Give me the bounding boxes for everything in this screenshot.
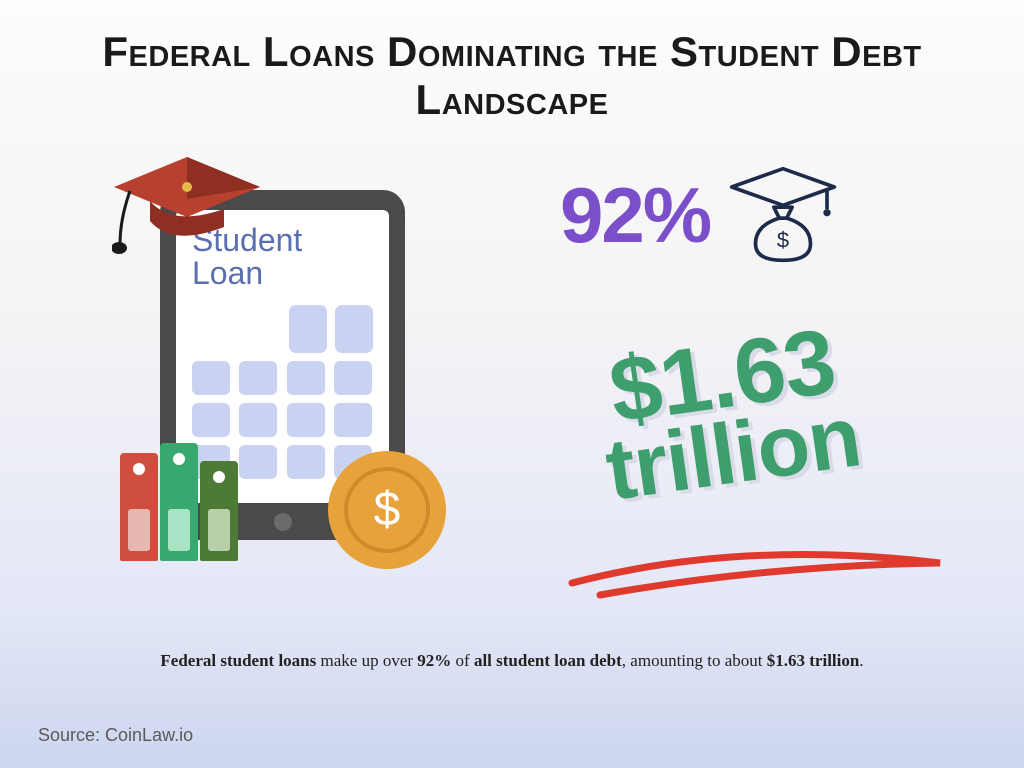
main-graphic-area: Student Loan bbox=[0, 125, 1024, 645]
caption-bold-3: all student loan debt bbox=[474, 651, 622, 670]
amount-stat-block: $1.63 trillion bbox=[590, 318, 864, 508]
svg-text:$: $ bbox=[777, 227, 789, 252]
coin-symbol: $ bbox=[374, 482, 401, 537]
percent-value: 92% bbox=[560, 170, 710, 261]
caption-bold-2: 92% bbox=[417, 651, 451, 670]
student-loan-illustration: Student Loan bbox=[90, 155, 470, 585]
caption-text: Federal student loans make up over 92% o… bbox=[0, 650, 1024, 673]
caption-bold-4: $1.63 trillion bbox=[767, 651, 860, 670]
tablet-label-line2: Loan bbox=[192, 255, 263, 291]
dollar-coin-icon: $ bbox=[328, 451, 446, 569]
graduation-cap-icon bbox=[112, 149, 262, 259]
cap-money-bag-icon: $ bbox=[728, 165, 838, 266]
caption-bold-1: Federal student loans bbox=[160, 651, 316, 670]
percent-stat-block: 92% $ bbox=[560, 165, 838, 266]
source-attribution: Source: CoinLaw.io bbox=[38, 725, 193, 746]
page-title: Federal Loans Dominating the Student Deb… bbox=[0, 0, 1024, 125]
books-icon bbox=[120, 443, 250, 561]
underline-swash-icon bbox=[560, 545, 960, 605]
tablet-home-button bbox=[274, 513, 292, 531]
